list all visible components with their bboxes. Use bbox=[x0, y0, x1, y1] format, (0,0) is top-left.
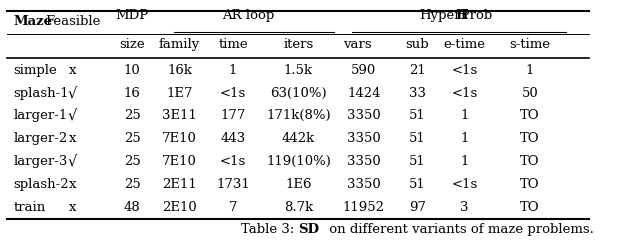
Text: AR loop: AR loop bbox=[222, 9, 274, 22]
Text: 51: 51 bbox=[409, 109, 426, 123]
Text: 51: 51 bbox=[409, 155, 426, 168]
Text: TO: TO bbox=[520, 201, 540, 214]
Text: larger-2: larger-2 bbox=[13, 132, 67, 145]
Text: 1: 1 bbox=[461, 132, 469, 145]
Text: TO: TO bbox=[520, 178, 540, 191]
Text: 1.5k: 1.5k bbox=[284, 64, 313, 77]
Text: vars: vars bbox=[344, 38, 372, 51]
Text: 21: 21 bbox=[409, 64, 426, 77]
Text: 119(10%): 119(10%) bbox=[266, 155, 331, 168]
Text: on different variants of maze problems.: on different variants of maze problems. bbox=[325, 223, 594, 236]
Text: MDP: MDP bbox=[115, 9, 148, 22]
Text: 177: 177 bbox=[220, 109, 246, 123]
Text: 1: 1 bbox=[526, 64, 534, 77]
Text: 97: 97 bbox=[409, 201, 426, 214]
Text: 25: 25 bbox=[124, 178, 140, 191]
Text: Table 3:: Table 3: bbox=[241, 223, 298, 236]
Text: x: x bbox=[69, 178, 76, 191]
Text: 442k: 442k bbox=[282, 132, 315, 145]
Text: 3350: 3350 bbox=[347, 109, 381, 123]
Text: x: x bbox=[69, 132, 76, 145]
Text: TO: TO bbox=[520, 132, 540, 145]
Text: e-time: e-time bbox=[444, 38, 486, 51]
Text: 1E6: 1E6 bbox=[285, 178, 312, 191]
Text: 25: 25 bbox=[124, 155, 140, 168]
Text: 1424: 1424 bbox=[347, 87, 381, 100]
Text: 48: 48 bbox=[124, 201, 140, 214]
Text: size: size bbox=[119, 38, 145, 51]
Text: 16: 16 bbox=[124, 87, 141, 100]
Text: Maze: Maze bbox=[13, 15, 52, 28]
Text: TO: TO bbox=[520, 155, 540, 168]
Text: 171k(8%): 171k(8%) bbox=[266, 109, 331, 123]
Text: 1: 1 bbox=[461, 155, 469, 168]
Text: 16k: 16k bbox=[167, 64, 192, 77]
Text: time: time bbox=[218, 38, 248, 51]
Text: <1s: <1s bbox=[452, 87, 478, 100]
Text: 3350: 3350 bbox=[347, 155, 381, 168]
Text: 51: 51 bbox=[409, 178, 426, 191]
Text: √: √ bbox=[68, 155, 77, 169]
Text: 1731: 1731 bbox=[216, 178, 250, 191]
Text: H: H bbox=[456, 9, 468, 22]
Text: family: family bbox=[159, 38, 200, 51]
Text: splash-1: splash-1 bbox=[13, 87, 69, 100]
Text: 3: 3 bbox=[461, 201, 469, 214]
Text: HyperProb: HyperProb bbox=[419, 9, 492, 22]
Text: 11952: 11952 bbox=[343, 201, 385, 214]
Text: 2E11: 2E11 bbox=[162, 178, 197, 191]
Text: 7E10: 7E10 bbox=[162, 132, 197, 145]
Text: iters: iters bbox=[284, 38, 314, 51]
Text: 25: 25 bbox=[124, 109, 140, 123]
Text: √: √ bbox=[68, 86, 77, 100]
Text: <1s: <1s bbox=[220, 87, 246, 100]
Text: 50: 50 bbox=[522, 87, 538, 100]
Text: <1s: <1s bbox=[220, 155, 246, 168]
Text: <1s: <1s bbox=[452, 178, 478, 191]
Text: splash-2: splash-2 bbox=[13, 178, 69, 191]
Text: 63(10%): 63(10%) bbox=[270, 87, 326, 100]
Text: 10: 10 bbox=[124, 64, 140, 77]
Text: 443: 443 bbox=[220, 132, 246, 145]
Text: SD: SD bbox=[298, 223, 319, 236]
Text: 1: 1 bbox=[461, 109, 469, 123]
Text: x: x bbox=[69, 64, 76, 77]
Text: x: x bbox=[69, 201, 76, 214]
Text: 51: 51 bbox=[409, 132, 426, 145]
Text: √: √ bbox=[68, 109, 77, 123]
Text: sub: sub bbox=[405, 38, 429, 51]
Text: 1: 1 bbox=[229, 64, 237, 77]
Text: 590: 590 bbox=[351, 64, 376, 77]
Text: Feasible: Feasible bbox=[45, 15, 100, 28]
Text: TO: TO bbox=[520, 109, 540, 123]
Text: s-time: s-time bbox=[509, 38, 550, 51]
Text: simple: simple bbox=[13, 64, 57, 77]
Text: 3350: 3350 bbox=[347, 132, 381, 145]
Text: 8.7k: 8.7k bbox=[284, 201, 313, 214]
Text: train: train bbox=[13, 201, 45, 214]
Text: 25: 25 bbox=[124, 132, 140, 145]
Text: <1s: <1s bbox=[452, 64, 478, 77]
Text: 2E10: 2E10 bbox=[162, 201, 197, 214]
Text: 3E11: 3E11 bbox=[162, 109, 197, 123]
Text: 33: 33 bbox=[409, 87, 426, 100]
Text: larger-1: larger-1 bbox=[13, 109, 67, 123]
Text: 3350: 3350 bbox=[347, 178, 381, 191]
Text: 1E7: 1E7 bbox=[166, 87, 193, 100]
Text: 7: 7 bbox=[229, 201, 237, 214]
Text: larger-3: larger-3 bbox=[13, 155, 68, 168]
Text: 7E10: 7E10 bbox=[162, 155, 197, 168]
